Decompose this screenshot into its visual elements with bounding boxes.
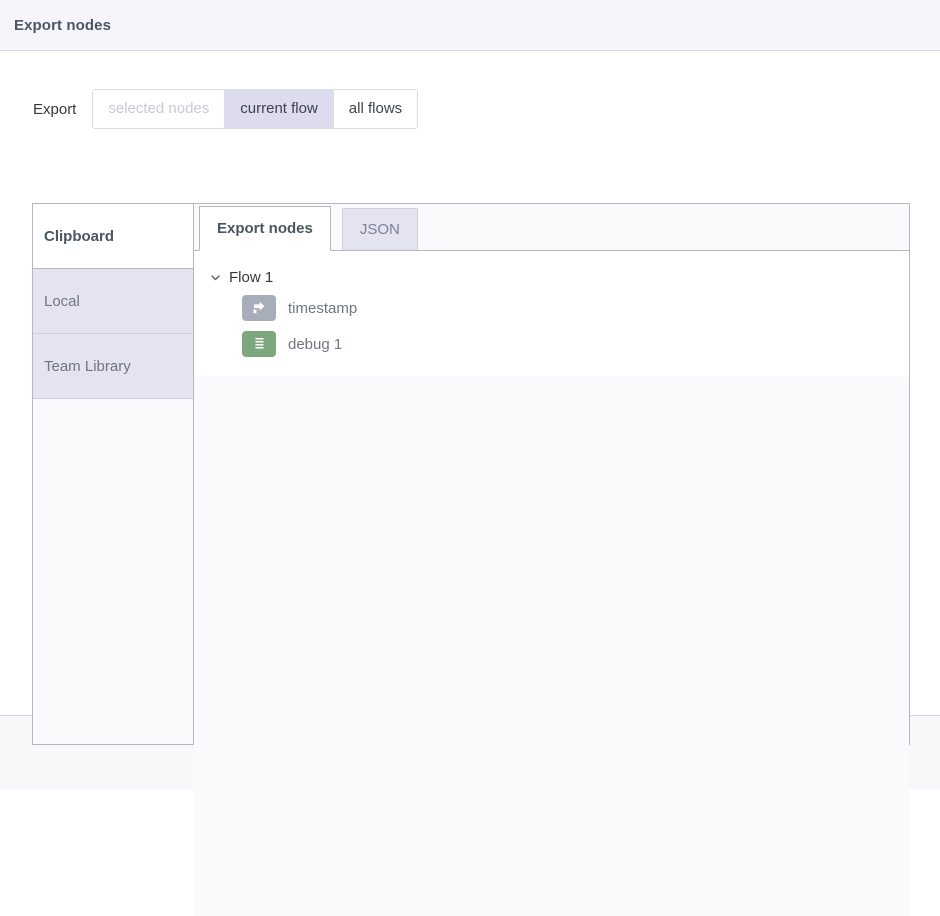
tab-json[interactable]: JSON [341,208,418,250]
chevron-down-icon[interactable] [206,268,224,286]
dialog-body: Export selected nodes current flow all f… [0,51,940,916]
tree-root-label: Flow 1 [229,268,274,286]
tree-node-label: debug 1 [288,335,343,353]
inject-arrow-icon [242,295,276,321]
page-title: Export nodes [14,16,112,34]
export-panel: Clipboard Local Team Library Export node… [32,203,910,916]
export-scope-button-group: selected nodes current flow all flows [92,89,419,129]
sidebar-item-team-library[interactable]: Team Library [33,334,193,399]
export-scope-selected-nodes[interactable]: selected nodes [93,90,226,128]
debug-lines-icon [242,331,276,357]
export-scope-row: Export selected nodes current flow all f… [0,51,940,129]
sidebar-item-label: Clipboard [44,227,114,245]
export-scope-all-flows[interactable]: all flows [333,90,418,128]
sidebar-item-label: Team Library [44,357,131,375]
format-tabbar: Export nodes JSON [194,204,909,251]
tree-node-timestamp[interactable]: timestamp [194,290,909,326]
sidebar-item-clipboard[interactable]: Clipboard [33,204,193,269]
tree-empty-area [194,376,909,916]
sidebar-item-label: Local [44,292,80,310]
tree-node-debug-1[interactable]: debug 1 [194,326,909,362]
tree-node-label: timestamp [288,299,358,317]
export-scope-current-flow[interactable]: current flow [225,90,334,128]
export-content: Export nodes JSON Flow 1 [194,204,909,916]
tree-root-flow-1[interactable]: Flow 1 [194,264,909,290]
sidebar-item-local[interactable]: Local [33,269,193,334]
tab-label: JSON [359,221,400,238]
tab-label: Export nodes [217,220,313,237]
export-label: Export [33,100,77,118]
tab-export-nodes[interactable]: Export nodes [199,206,331,251]
dialog-header: Export nodes [0,0,940,51]
node-tree: Flow 1 timestamp [194,251,909,376]
source-sidebar: Clipboard Local Team Library [33,204,194,744]
